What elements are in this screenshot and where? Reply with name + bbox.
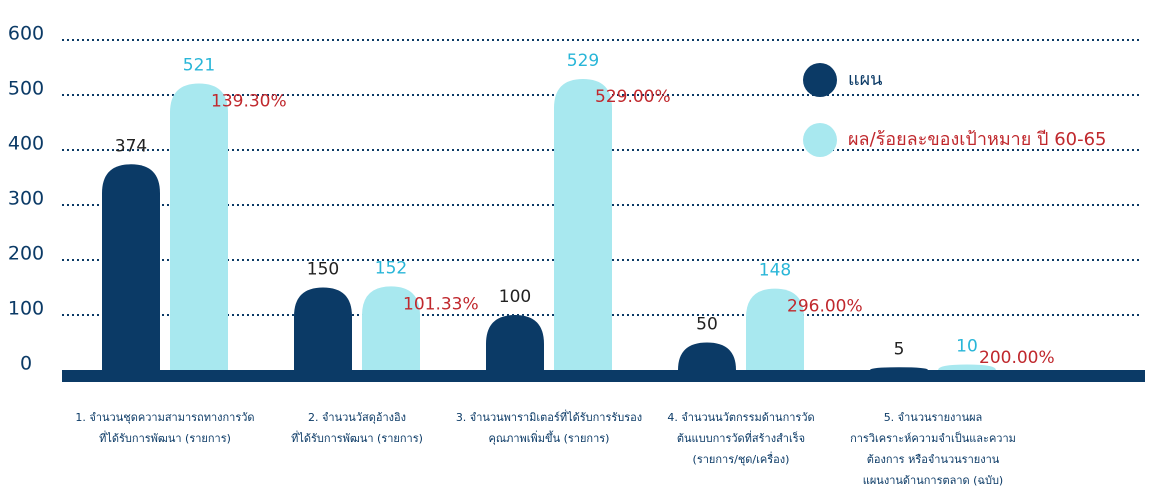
bar <box>746 288 804 370</box>
legend-label: ผล/ร้อยละของเป้าหมาย ปี 60-65 <box>848 129 1107 150</box>
legend-swatch <box>803 63 837 97</box>
bar <box>870 367 928 370</box>
percent-label: 101.33% <box>403 294 479 314</box>
data-label: 10 <box>956 337 978 357</box>
x-tick-label: 2. จำนวนวัสดุอ้างอิงที่ได้รับการพัฒนา (ร… <box>291 411 423 445</box>
bar <box>938 364 996 370</box>
y-tick-label: 600 <box>8 23 44 45</box>
data-label: 150 <box>307 260 339 280</box>
y-tick-label: 400 <box>8 133 44 155</box>
bar <box>102 164 160 370</box>
data-label: 374 <box>115 136 147 156</box>
data-label: 100 <box>499 287 531 307</box>
y-tick-label: 0 <box>20 353 32 375</box>
baseline <box>62 370 1145 382</box>
data-label: 521 <box>183 55 215 75</box>
bar <box>554 79 612 371</box>
data-label: 50 <box>696 315 718 335</box>
legend-swatch <box>803 123 837 157</box>
y-tick-label: 200 <box>8 243 44 265</box>
y-tick-label: 100 <box>8 298 44 320</box>
data-label: 148 <box>759 261 791 281</box>
bar <box>486 315 544 370</box>
x-tick-label: 3. จำนวนพารามิเตอร์ที่ได้รับการรับรองคุณ… <box>456 409 642 445</box>
x-tick-label: 4. จำนวนนวัตกรรมด้านการวัดต้นแบบการวัดที… <box>667 411 814 466</box>
x-tick-label: 5. จำนวนรายงานผลการวิเคราะห์ความจำเป็นแล… <box>850 411 1016 487</box>
bar <box>678 342 736 370</box>
bar <box>362 286 420 370</box>
percent-label: 200.00% <box>979 348 1055 368</box>
y-tick-label: 500 <box>8 78 44 100</box>
data-label: 5 <box>894 339 905 359</box>
x-tick-label: 1. จำนวนชุดความสามารถทางการวัดที่ได้รับก… <box>75 411 254 445</box>
data-label: 529 <box>567 51 599 71</box>
percent-label: 529.00% <box>595 87 671 107</box>
legend-label: แผน <box>848 69 882 90</box>
bar <box>294 287 352 370</box>
bar <box>170 83 228 370</box>
percent-label: 296.00% <box>787 297 863 317</box>
data-label: 152 <box>375 258 407 278</box>
percent-label: 139.30% <box>211 91 287 111</box>
y-tick-label: 300 <box>8 188 44 210</box>
